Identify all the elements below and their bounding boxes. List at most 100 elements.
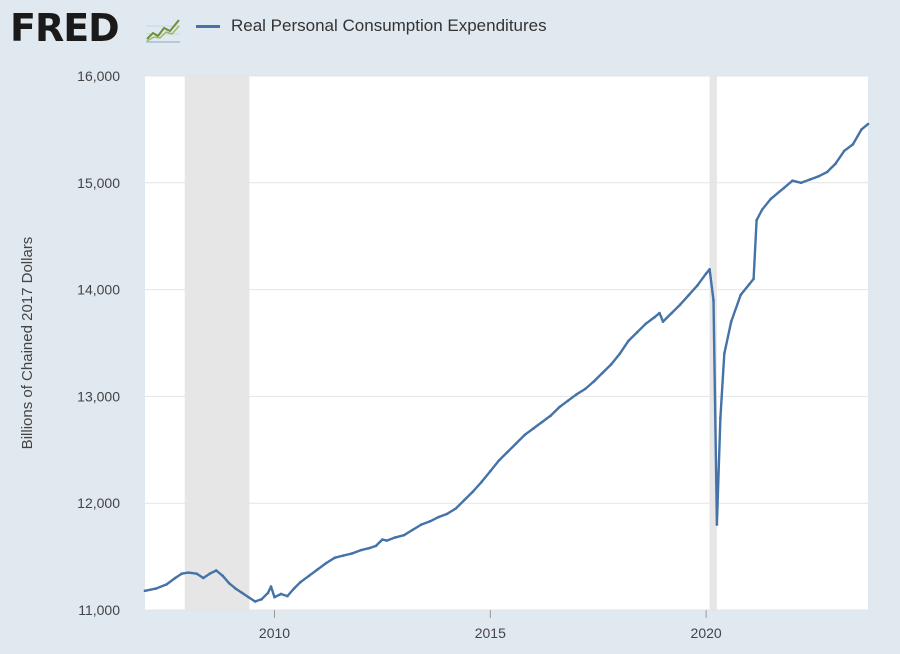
data-point-27 [333,556,337,559]
y-tick-label-11000: 11,000 [78,602,120,618]
data-point-35 [394,536,397,539]
data-point-57 [583,387,587,391]
data-point-16 [260,598,263,601]
data-point-25 [316,568,319,571]
data-point-24 [307,574,311,578]
data-point-56 [575,392,578,396]
data-point-48 [506,450,509,454]
data-point-43 [463,498,466,502]
data-point-11 [227,582,231,585]
data-point-23 [299,580,302,584]
gridlines [145,75,868,611]
data-point-37 [411,528,414,532]
data-point-94 [860,128,863,131]
data-point-14 [247,595,250,599]
data-point-7 [201,576,205,580]
data-point-38 [419,523,423,526]
data-point-21 [286,594,289,598]
data-point-10 [221,574,224,578]
data-point-51 [532,427,535,430]
x-tick-label-2015: 2015 [475,625,506,641]
x-tick-label-2010: 2010 [259,625,290,641]
fred-logo-text: FRED [10,6,120,50]
x-tick-label-2020: 2020 [691,625,722,641]
data-point-77 [722,352,726,355]
fred-logo: FRED [10,6,190,50]
data-point-93 [851,143,855,146]
logo-graph-icon [144,14,182,44]
data-point-40 [437,515,440,519]
data-point-91 [834,162,837,165]
data-point-71 [696,284,699,287]
data-point-45 [480,480,483,484]
recession-band-1 [184,76,250,610]
data-point-17 [266,591,270,595]
data-point-66 [658,311,661,315]
data-point-74 [712,298,715,302]
x-axis-ticks [273,610,707,618]
data-point-12 [234,587,237,590]
data-point-30 [359,548,363,552]
data-point-75 [715,523,719,526]
legend-swatch [196,24,220,28]
data-point-88 [808,178,812,181]
data-point-46 [489,469,492,473]
data-point-65 [653,316,656,319]
data-point-39 [428,520,432,523]
x-axis-tick-labels: 2010 2015 2020 [259,625,722,641]
data-point-80 [747,282,751,286]
data-point-67 [661,320,665,323]
data-point-26 [324,561,328,565]
data-point-64 [644,322,648,326]
data-point-73 [708,268,711,271]
data-point-15 [253,600,257,603]
data-point-34 [385,539,389,542]
data-point-4 [180,572,183,575]
data-point-31 [368,546,371,550]
data-point-32 [374,544,378,548]
y-tick-label-13000: 13,000 [77,388,120,404]
data-point-58 [592,380,596,383]
data-point-29 [350,552,354,555]
data-point-0 [143,589,147,593]
y-tick-label-16000: 16,000 [77,68,120,84]
series-points [143,122,870,603]
data-point-3 [173,576,177,580]
data-point-70 [687,293,691,297]
legend-label: Real Personal Consumption Expenditures [231,16,547,35]
data-point-79 [739,293,742,297]
data-point-82 [755,218,758,222]
data-point-50 [523,433,527,437]
y-tick-label-14000: 14,000 [77,282,120,298]
legend: Real Personal Consumption Expenditures [196,14,547,38]
data-point-6 [195,572,199,575]
plot-area [145,76,868,610]
data-point-95 [866,122,870,126]
data-point-9 [214,569,218,572]
data-point-36 [402,533,406,537]
data-point-22 [292,587,296,590]
y-tick-label-12000: 12,000 [77,495,120,511]
data-point-53 [549,414,553,417]
data-point-28 [342,554,345,557]
data-point-62 [627,339,630,343]
data-point-42 [454,507,458,510]
data-point-44 [471,490,475,493]
data-point-83 [760,208,764,211]
data-point-90 [825,170,829,174]
data-point-81 [752,277,755,281]
data-point-5 [186,571,190,574]
data-point-8 [208,572,212,575]
data-point-18 [269,585,273,588]
data-point-19 [273,595,276,599]
data-point-60 [609,363,613,366]
data-point-84 [769,197,773,201]
data-point-61 [618,352,622,355]
data-point-52 [540,420,544,424]
data-point-49 [514,442,518,445]
data-point-54 [558,405,561,409]
data-point-86 [791,179,794,182]
y-axis-title: Billions of Chained 2017 Dollars [19,237,36,450]
data-point-63 [635,331,639,334]
y-axis-tick-labels: 11,000 12,000 13,000 14,000 15,000 16,000 [77,68,120,618]
